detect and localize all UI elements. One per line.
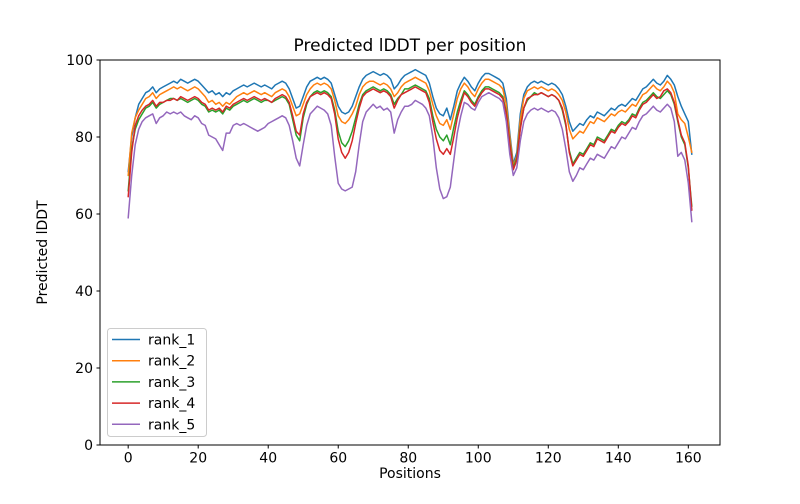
legend-label: rank_4: [148, 396, 195, 412]
chart-title: Predicted lDDT per position: [294, 36, 527, 56]
legend-entry-rank_3: rank_3: [112, 375, 195, 391]
x-tick-label: 60: [329, 451, 347, 467]
series-rank_2-line: [127, 76, 693, 177]
plot-series: [127, 68, 693, 223]
series-rank_5-line: [127, 91, 693, 223]
axis-ticks: 0 20 40 60 80 100 120 140 160 0 20 40 60 80 100: [66, 53, 701, 467]
legend-entry-rank_2: rank_2: [112, 354, 195, 370]
legend-entry-rank_4: rank_4: [112, 396, 195, 412]
x-tick-label: 80: [399, 451, 417, 467]
x-tick-label: 40: [259, 451, 277, 467]
x-tick-label: 0: [124, 451, 133, 467]
legend-box: [107, 328, 207, 437]
legend-label: rank_3: [148, 375, 195, 391]
x-axis-label: Positions: [379, 466, 441, 482]
series-rank_1-line: [127, 68, 693, 173]
legend-entry-rank_5: rank_5: [112, 417, 195, 433]
legend-label: rank_5: [148, 417, 195, 433]
y-tick-label: 100: [66, 53, 93, 69]
x-tick-label: 120: [535, 451, 562, 467]
x-tick-label: 20: [189, 451, 207, 467]
legend-label: rank_1: [148, 333, 195, 349]
y-tick-label: 80: [75, 130, 93, 146]
legend-label: rank_2: [148, 354, 195, 370]
x-tick-label: 100: [465, 451, 492, 467]
x-tick-label: 140: [605, 451, 632, 467]
y-tick-label: 20: [75, 361, 93, 377]
y-tick-label: 0: [84, 438, 93, 454]
series-rank_3-line: [127, 84, 693, 208]
y-tick-label: 60: [75, 207, 93, 223]
plot-border: [99, 59, 721, 446]
y-tick-label: 40: [75, 284, 93, 300]
series-rank_4-line: [127, 86, 693, 211]
legend-entry-rank_1: rank_1: [112, 333, 195, 349]
legend: rank_1 rank_2 rank_3 rank_4 rank_5: [107, 328, 207, 437]
x-tick-label: 160: [675, 451, 702, 467]
y-axis-label: Predicted lDDT: [35, 200, 51, 305]
